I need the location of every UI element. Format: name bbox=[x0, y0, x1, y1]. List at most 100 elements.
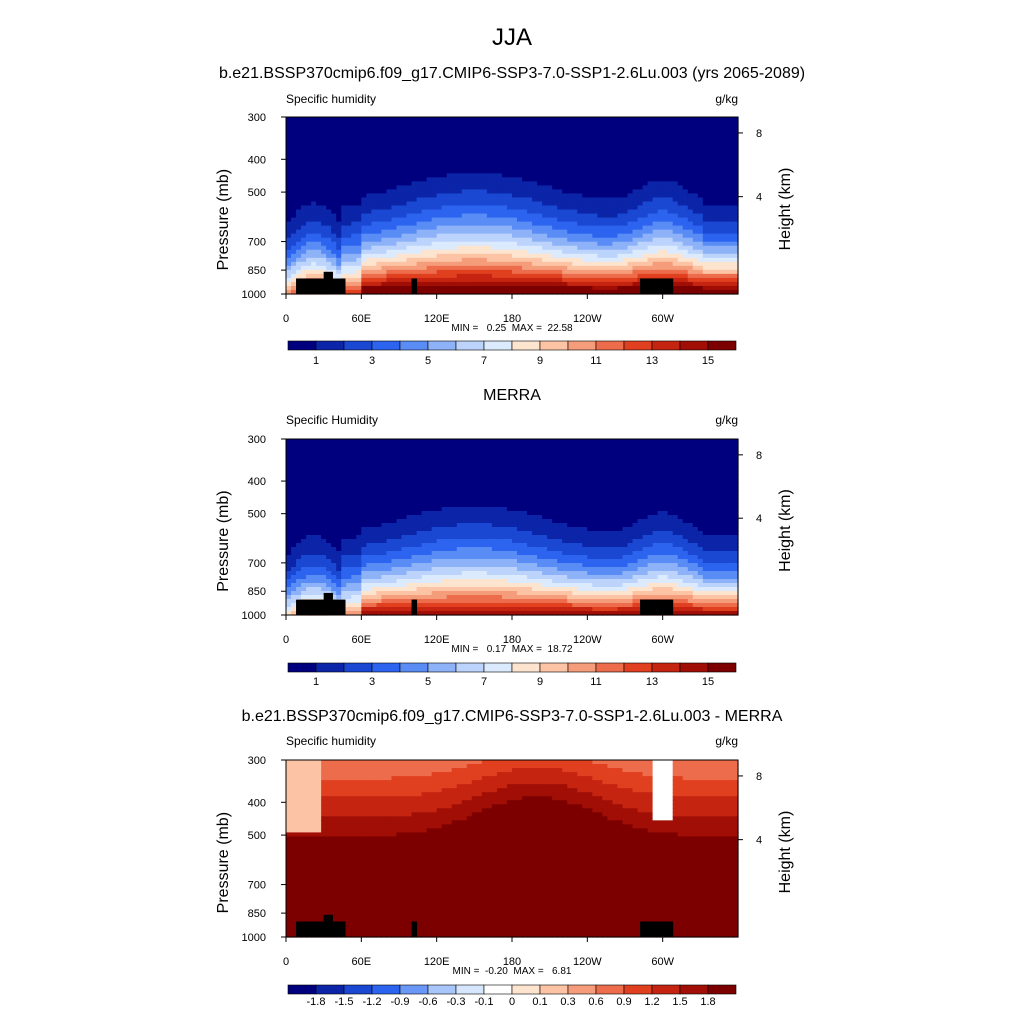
heatmap-cell bbox=[582, 129, 588, 134]
heatmap-cell bbox=[376, 205, 383, 211]
heatmap-cell bbox=[476, 213, 483, 219]
heatmap-cell bbox=[396, 241, 403, 247]
heatmap-cell bbox=[547, 257, 553, 263]
heatmap-cell bbox=[311, 245, 317, 251]
heatmap-cell bbox=[672, 177, 679, 182]
heatmap-cell bbox=[602, 229, 609, 235]
heatmap-cell bbox=[411, 181, 418, 186]
heatmap-cell bbox=[527, 201, 533, 207]
heatmap-cell bbox=[286, 551, 292, 556]
heatmap-cell bbox=[522, 237, 528, 243]
heatmap-cell bbox=[336, 503, 342, 508]
heatmap-cell bbox=[291, 483, 297, 488]
heatmap-cell bbox=[637, 177, 644, 182]
heatmap-cell bbox=[296, 265, 302, 271]
heatmap-cell bbox=[496, 289, 503, 295]
heatmap-cell bbox=[426, 289, 433, 295]
heatmap-cell bbox=[361, 221, 367, 227]
heatmap-cell bbox=[527, 249, 533, 255]
heatmap-cell bbox=[296, 495, 302, 500]
heatmap-cell bbox=[341, 221, 347, 227]
heatmap-cell bbox=[512, 173, 518, 178]
heatmap-cell bbox=[296, 233, 302, 239]
heatmap-cell bbox=[506, 225, 513, 231]
heatmap-cell bbox=[682, 277, 689, 283]
heatmap-cell bbox=[341, 121, 347, 126]
heatmap-cell bbox=[562, 177, 568, 182]
heatmap-cell bbox=[567, 141, 573, 146]
heatmap-cell bbox=[557, 237, 563, 243]
heatmap-cell bbox=[341, 165, 347, 170]
heatmap-cell bbox=[371, 455, 377, 460]
heatmap-cell bbox=[291, 253, 297, 259]
heatmap-cell bbox=[597, 241, 603, 247]
heatmap-cell bbox=[306, 443, 312, 448]
heatmap-cell bbox=[632, 273, 639, 279]
heatmap-cell bbox=[612, 193, 619, 199]
heatmap-cell bbox=[426, 201, 433, 207]
heatmap-cell bbox=[301, 539, 307, 544]
heatmap-cell bbox=[356, 599, 362, 604]
heatmap-cell bbox=[662, 133, 669, 138]
heatmap-cell bbox=[461, 237, 468, 243]
heatmap-cell bbox=[547, 169, 553, 174]
heatmap-cell bbox=[572, 257, 578, 263]
heatmap-cell bbox=[592, 233, 598, 239]
heatmap-cell bbox=[466, 273, 473, 279]
heatmap-cell bbox=[677, 253, 684, 259]
heatmap-cell bbox=[727, 129, 734, 134]
heatmap-cell bbox=[336, 225, 342, 231]
heatmap-cell bbox=[386, 229, 393, 235]
heatmap-cell bbox=[371, 149, 377, 154]
heatmap-cell bbox=[512, 229, 518, 235]
heatmap-cell bbox=[286, 455, 292, 460]
heatmap-cell bbox=[717, 197, 724, 203]
heatmap-cell bbox=[286, 523, 292, 528]
heatmap-cell bbox=[602, 217, 609, 223]
heatmap-cell bbox=[326, 157, 332, 162]
heatmap-cell bbox=[647, 141, 654, 146]
heatmap-cell bbox=[346, 459, 352, 464]
heatmap-cell bbox=[371, 257, 377, 263]
heatmap-cell bbox=[351, 261, 357, 267]
heatmap-cell bbox=[702, 237, 709, 243]
heatmap-cell bbox=[376, 499, 383, 504]
heatmap-cell bbox=[421, 281, 428, 287]
heatmap-cell bbox=[381, 177, 388, 182]
heatmap-cell bbox=[597, 153, 603, 158]
heatmap-cell bbox=[301, 547, 307, 552]
heatmap-cell bbox=[527, 285, 533, 291]
heatmap-cell bbox=[441, 169, 448, 174]
heatmap-cell bbox=[291, 205, 297, 211]
heatmap-cell bbox=[672, 213, 679, 219]
heatmap-cell bbox=[326, 137, 332, 142]
heatmap-cell bbox=[632, 177, 639, 182]
heatmap-cell bbox=[416, 289, 423, 295]
heatmap-cell bbox=[617, 145, 624, 150]
colorbar-swatch bbox=[371, 340, 401, 351]
heatmap-cell bbox=[291, 221, 297, 227]
heatmap-cell bbox=[647, 205, 654, 211]
heatmap-cell bbox=[446, 233, 453, 239]
heatmap-cell bbox=[401, 229, 408, 235]
heatmap-cell bbox=[642, 201, 649, 207]
heatmap-cell bbox=[612, 197, 619, 203]
heatmap-cell bbox=[466, 277, 473, 283]
heatmap-cell bbox=[592, 117, 598, 122]
heatmap-cell bbox=[672, 165, 679, 170]
heatmap-cell bbox=[386, 173, 393, 178]
heatmap-cell bbox=[617, 217, 624, 223]
heatmap-cell bbox=[336, 165, 342, 170]
heatmap-cell bbox=[512, 117, 518, 122]
heatmap-cell bbox=[727, 213, 734, 219]
heatmap-cell bbox=[522, 253, 528, 259]
heatmap-cell bbox=[602, 193, 609, 199]
heatmap-cell bbox=[542, 129, 548, 134]
heatmap-cell bbox=[341, 459, 347, 464]
heatmap-cell bbox=[537, 237, 543, 243]
heatmap-cell bbox=[677, 201, 684, 207]
topography-block bbox=[668, 278, 671, 294]
heatmap-cell bbox=[316, 153, 322, 158]
heatmap-cell bbox=[351, 281, 357, 287]
heatmap-cell bbox=[336, 487, 342, 492]
